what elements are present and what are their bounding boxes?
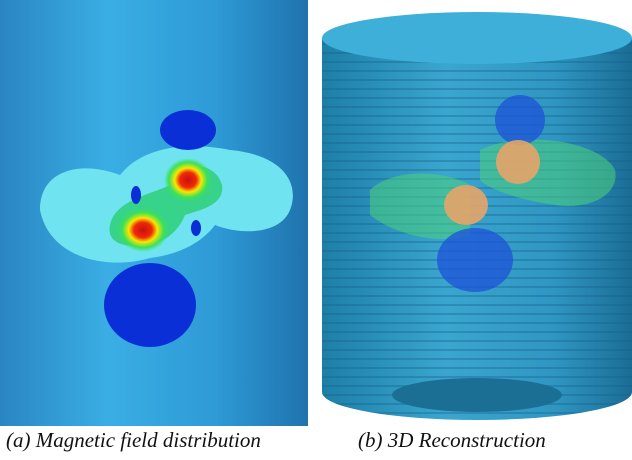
negative-spot (131, 186, 141, 204)
negative-region-top (160, 110, 216, 150)
reconstructed-peak (496, 140, 540, 184)
peak-lower (117, 208, 169, 252)
reconstructed-negative (437, 228, 513, 292)
reconstructed-peak (444, 185, 488, 225)
figure: (a) Magnetic field distribution (b) 3D R… (0, 0, 632, 460)
caption: (b) 3D Reconstruction (358, 428, 546, 452)
negative-spot (191, 220, 201, 236)
reconstructed-negative (495, 95, 545, 145)
peak-upper (164, 158, 212, 202)
caption: (a) Magnetic field distribution (6, 428, 261, 452)
panel-b-image (322, 12, 632, 420)
panel-a-image (0, 0, 308, 426)
cylinder-bore (392, 378, 562, 412)
cylinder-top (322, 12, 632, 64)
negative-region-bottom (104, 263, 196, 347)
